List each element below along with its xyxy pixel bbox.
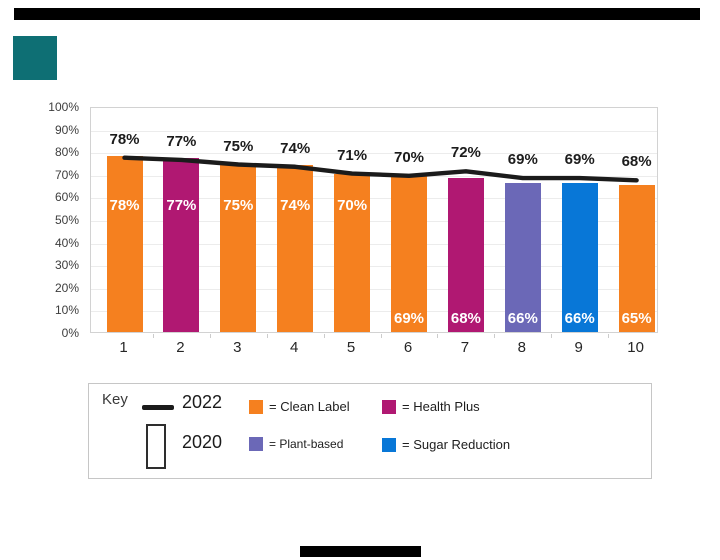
key-2022-label: 2022	[182, 392, 223, 412]
bar-value-label: 77%	[166, 197, 197, 214]
line-value-label: 77%	[166, 132, 197, 150]
bar-value-label: 66%	[564, 310, 595, 327]
top-divider-bar	[14, 8, 700, 20]
x-tick-label: 2	[176, 339, 185, 356]
bar-value-label: 70%	[337, 197, 368, 214]
gridline	[91, 130, 657, 132]
legend-item-label: = Health Plus	[402, 399, 480, 414]
y-axis: 0% 10% 20% 30% 40% 50% 60% 70% 80% 90% 100%	[30, 100, 84, 340]
bar: 66%	[561, 182, 598, 332]
plot-area: 78% 77% 75% 74% 70% 69% 68% 66% 66% 65% 78% 77% 75% 7…	[90, 107, 658, 338]
bar-value-label: 75%	[223, 197, 254, 214]
chart-key: Key 2022 2020 = Clean Label = Health Plus…	[88, 383, 652, 479]
key-2020-label: 2020	[182, 432, 223, 452]
y-tick-label: 40%	[54, 235, 79, 250]
legend-swatch	[249, 437, 263, 451]
axis-tick	[209, 334, 211, 338]
legend-item-label: = Clean Label	[269, 399, 350, 414]
teal-logo-block	[13, 36, 57, 80]
bar-value-label: 74%	[280, 197, 311, 214]
bar: 77%	[163, 157, 200, 332]
line-value-label: 74%	[280, 139, 311, 157]
bar-value-label: 69%	[393, 310, 425, 327]
line-value-label: 68%	[621, 153, 652, 171]
bar: 69%	[391, 176, 427, 332]
line-value-label: 69%	[507, 151, 538, 169]
open-bar-swatch-2020	[146, 424, 166, 469]
gridline	[91, 243, 657, 245]
legend-item: = Plant-based	[249, 437, 343, 451]
legend-item: = Sugar Reduction	[382, 437, 510, 452]
x-tick-label: 7	[460, 339, 470, 356]
x-tick-label: 10	[627, 339, 644, 356]
legend-item-label: = Plant-based	[269, 437, 344, 451]
bar: 70%	[334, 173, 371, 332]
gridline	[91, 311, 657, 313]
bar: 66%	[504, 182, 541, 332]
y-tick-label: 100%	[48, 100, 79, 114]
bottom-black-bar	[300, 546, 421, 557]
y-tick-label: 10%	[54, 303, 79, 318]
legend-item-label: = Sugar Reduction	[402, 437, 511, 452]
bar-value-label: 78%	[109, 197, 140, 214]
axis-tick	[380, 334, 382, 338]
line-value-label: 72%	[450, 144, 481, 162]
bar: 74%	[277, 164, 314, 332]
gridline	[91, 221, 657, 222]
bar-value-label: 65%	[621, 310, 652, 327]
x-tick-label: 4	[290, 339, 299, 356]
bar: 78%	[106, 155, 143, 332]
x-tick-label: 1	[119, 339, 128, 356]
y-tick-label: 30%	[54, 258, 79, 273]
x-tick-label: 9	[574, 339, 583, 356]
axis-tick	[152, 334, 154, 338]
x-tick-label: 6	[403, 339, 413, 356]
y-tick-label: 0%	[61, 326, 79, 340]
bar: 75%	[220, 162, 257, 332]
line-swatch-2022	[142, 405, 174, 410]
axis-tick	[494, 334, 496, 338]
line-value-label: 69%	[564, 151, 595, 169]
gridline	[91, 153, 657, 155]
axis-tick	[551, 334, 553, 338]
legend-swatch	[382, 437, 396, 452]
bar: 68%	[447, 178, 484, 332]
legend-swatch	[382, 399, 396, 414]
bar-value-label: 68%	[450, 310, 481, 327]
gridline	[91, 198, 657, 200]
y-tick-label: 60%	[54, 190, 79, 205]
y-tick-label: 80%	[54, 145, 79, 160]
legend-item: = Clean Label	[249, 399, 350, 414]
axis-tick	[323, 334, 325, 338]
x-axis: 1 2 3 4 5 6 7 8 9 10	[90, 339, 658, 359]
bar-value-label: 66%	[507, 310, 538, 327]
axis-tick	[266, 334, 268, 338]
x-tick-label: 5	[346, 339, 356, 356]
legend-item: = Health Plus	[382, 399, 480, 414]
y-tick-label: 90%	[54, 122, 79, 137]
key-title: Key	[102, 391, 128, 408]
axis-tick	[437, 334, 439, 338]
trend-line-2022	[122, 155, 639, 183]
line-value-label: 70%	[393, 148, 425, 166]
y-tick-label: 50%	[54, 213, 79, 227]
legend-swatch	[249, 399, 263, 414]
gridline	[91, 288, 657, 290]
bar: 65%	[618, 185, 655, 332]
line-value-label: 75%	[223, 137, 254, 155]
line-value-label: 78%	[109, 130, 140, 148]
axis-tick	[608, 334, 610, 338]
x-tick-label: 8	[517, 339, 526, 356]
y-tick-label: 70%	[54, 167, 79, 182]
gridline	[91, 266, 657, 268]
x-tick-label: 3	[233, 339, 242, 356]
line-value-label: 71%	[337, 146, 368, 164]
y-tick-label: 20%	[54, 280, 79, 295]
